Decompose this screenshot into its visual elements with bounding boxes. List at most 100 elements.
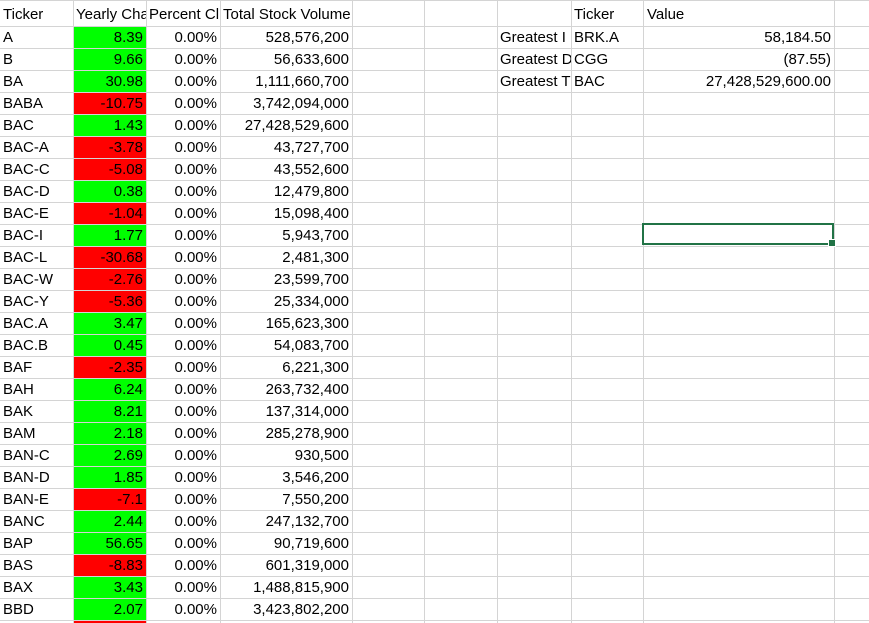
yearly-change-cell[interactable]: 0.45 [74, 335, 146, 356]
ticker-cell[interactable]: BAC-D [3, 183, 50, 200]
percent-change-cell[interactable]: 0.00% [174, 579, 217, 596]
ticker-cell[interactable]: BAN-E [3, 491, 49, 508]
ticker-cell[interactable]: BAS [3, 557, 34, 574]
summary-ticker-cell[interactable]: CGG [574, 51, 609, 68]
percent-change-cell[interactable]: 0.00% [174, 161, 217, 178]
yearly-change-cell[interactable]: 3.43 [74, 577, 146, 598]
percent-change-cell[interactable]: 0.00% [174, 337, 217, 354]
percent-change-cell[interactable]: 0.00% [174, 513, 217, 530]
percent-change-cell[interactable]: 0.00% [174, 249, 217, 266]
ticker-cell[interactable]: BAH [3, 381, 34, 398]
ticker-cell[interactable]: BAC-C [3, 161, 50, 178]
yearly-change-cell[interactable]: 1.85 [74, 467, 146, 488]
yearly-change-cell[interactable]: -2.35 [74, 357, 146, 378]
summary-value-cell[interactable]: 27,428,529,600.00 [705, 73, 831, 90]
yearly-change-cell[interactable]: 0.38 [74, 181, 146, 202]
yearly-change-cell[interactable]: -10.75 [74, 93, 146, 114]
total-volume-cell[interactable]: 1,111,660,700 [255, 73, 349, 90]
total-volume-cell[interactable]: 930,500 [294, 447, 349, 464]
percent-change-cell[interactable]: 0.00% [174, 227, 217, 244]
yearly-change-cell[interactable]: -2.76 [74, 269, 146, 290]
summary-header-value[interactable]: Value [647, 6, 685, 23]
ticker-cell[interactable]: BAC-I [3, 227, 44, 244]
percent-change-cell[interactable]: 0.00% [174, 535, 217, 552]
total-volume-cell[interactable]: 601,319,000 [265, 557, 349, 574]
yearly-change-cell[interactable]: 8.21 [74, 401, 146, 422]
total-volume-cell[interactable]: 43,727,700 [273, 139, 349, 156]
total-volume-cell[interactable]: 43,552,600 [273, 161, 349, 178]
percent-change-cell[interactable]: 0.00% [174, 403, 217, 420]
ticker-cell[interactable]: BAF [3, 359, 33, 376]
summary-header-ticker[interactable]: Ticker [574, 6, 615, 23]
yearly-change-cell[interactable]: -1.04 [74, 203, 146, 224]
total-volume-cell[interactable]: 27,428,529,600 [244, 117, 349, 134]
ticker-cell[interactable]: BAK [3, 403, 34, 420]
ticker-cell[interactable]: BAN-D [3, 469, 50, 486]
total-volume-cell[interactable]: 6,221,300 [282, 359, 349, 376]
percent-change-cell[interactable]: 0.00% [174, 29, 217, 46]
summary-label-cell[interactable]: Greatest T [500, 73, 571, 90]
summary-label-cell[interactable]: Greatest D [500, 51, 571, 68]
total-volume-cell[interactable]: 5,943,700 [282, 227, 349, 244]
percent-change-cell[interactable]: 0.00% [174, 359, 217, 376]
percent-change-cell[interactable]: 0.00% [174, 51, 217, 68]
yearly-change-cell[interactable]: -7.1 [74, 489, 146, 510]
ticker-cell[interactable]: B [3, 51, 14, 68]
total-volume-cell[interactable]: 23,599,700 [273, 271, 349, 288]
yearly-change-cell[interactable]: 9.66 [74, 49, 146, 70]
total-volume-cell[interactable]: 137,314,000 [265, 403, 349, 420]
yearly-change-cell[interactable]: 6.24 [74, 379, 146, 400]
yearly-change-cell[interactable] [74, 621, 146, 623]
percent-change-cell[interactable]: 0.00% [174, 491, 217, 508]
percent-change-cell[interactable]: 0.00% [174, 469, 217, 486]
ticker-cell[interactable]: BAC.B [3, 337, 49, 354]
yearly-change-cell[interactable]: -8.83 [74, 555, 146, 576]
ticker-cell[interactable]: BAX [3, 579, 34, 596]
total-volume-cell[interactable]: 3,423,802,200 [253, 601, 349, 618]
percent-change-cell[interactable]: 0.00% [174, 293, 217, 310]
total-volume-cell[interactable]: 263,732,400 [265, 381, 349, 398]
percent-change-cell[interactable]: 0.00% [174, 315, 217, 332]
summary-ticker-cell[interactable]: BAC [574, 73, 605, 90]
ticker-cell[interactable]: BAP [3, 535, 34, 552]
total-volume-cell[interactable]: 90,719,600 [273, 535, 349, 552]
percent-change-cell[interactable]: 0.00% [174, 601, 217, 618]
total-volume-cell[interactable]: 15,098,400 [273, 205, 349, 222]
ticker-cell[interactable]: BAC-L [3, 249, 48, 266]
summary-value-cell[interactable]: (87.55) [783, 51, 831, 68]
percent-change-cell[interactable]: 0.00% [174, 183, 217, 200]
total-volume-cell[interactable]: 25,334,000 [273, 293, 349, 310]
total-volume-cell[interactable]: 2,481,300 [282, 249, 349, 266]
yearly-change-cell[interactable]: 30.98 [74, 71, 146, 92]
header-total-volume[interactable]: Total Stock Volume [223, 6, 351, 23]
header-yearly-change[interactable]: Yearly Cha [76, 6, 146, 23]
ticker-cell[interactable]: BAC-W [3, 271, 53, 288]
selected-cell[interactable] [642, 223, 836, 247]
summary-label-cell[interactable]: Greatest I [500, 29, 566, 46]
fill-handle[interactable] [828, 239, 836, 247]
percent-change-cell[interactable]: 0.00% [174, 73, 217, 90]
total-volume-cell[interactable]: 56,633,600 [273, 51, 349, 68]
percent-change-cell[interactable]: 0.00% [174, 95, 217, 112]
ticker-cell[interactable]: BAC-E [3, 205, 49, 222]
summary-ticker-cell[interactable]: BRK.A [574, 29, 620, 46]
yearly-change-cell[interactable]: 2.44 [74, 511, 146, 532]
yearly-change-cell[interactable]: -3.78 [74, 137, 146, 158]
ticker-cell[interactable]: BAC.A [3, 315, 49, 332]
total-volume-cell[interactable]: 54,083,700 [273, 337, 349, 354]
yearly-change-cell[interactable]: 3.47 [74, 313, 146, 334]
total-volume-cell[interactable]: 12,479,800 [273, 183, 349, 200]
total-volume-cell[interactable]: 1,488,815,900 [253, 579, 349, 596]
yearly-change-cell[interactable]: 2.69 [74, 445, 146, 466]
percent-change-cell[interactable]: 0.00% [174, 381, 217, 398]
ticker-cell[interactable]: BAC-Y [3, 293, 49, 310]
ticker-cell[interactable]: BANC [3, 513, 45, 530]
total-volume-cell[interactable]: 285,278,900 [265, 425, 349, 442]
yearly-change-cell[interactable]: 2.07 [74, 599, 146, 620]
ticker-cell[interactable]: BA [3, 73, 24, 90]
yearly-change-cell[interactable]: 56.65 [74, 533, 146, 554]
yearly-change-cell[interactable]: 8.39 [74, 27, 146, 48]
yearly-change-cell[interactable]: -30.68 [74, 247, 146, 268]
summary-value-cell[interactable]: 58,184.50 [764, 29, 831, 46]
